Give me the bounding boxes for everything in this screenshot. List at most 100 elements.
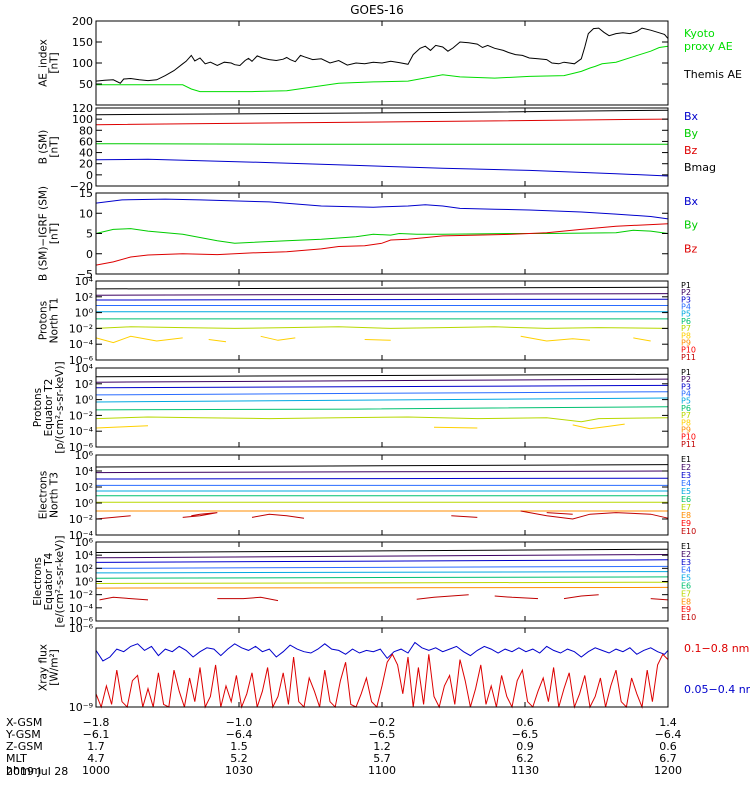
- y-tick-label-electrons-t4-0: 10⁶: [75, 536, 94, 549]
- y-tick-label-electrons-t3-1: 10⁴: [75, 465, 94, 478]
- y-axis-label-electrons-t4-2: [e/(cm²-s-sr-keV)]: [54, 536, 66, 628]
- series-line-protons-t2-9: [573, 424, 625, 429]
- y-tick-label-protons-t1-3: 10⁻²: [69, 322, 93, 335]
- legend-entry-bsm-1: By: [684, 127, 699, 140]
- legend-entry-ae-2: Themis AE: [683, 68, 742, 81]
- legend-entry-xray-1: 0.05−0.4 nm: [684, 683, 750, 696]
- legend-entry-xray-0: 0.1−0.8 nm: [684, 642, 749, 655]
- series-line-electrons-t4-12: [564, 595, 599, 599]
- plot-frame-electrons-t4: [96, 542, 668, 621]
- y-tick-label-electrons-t3-3: 10⁰: [75, 497, 94, 510]
- x-tick-value-2-4: 1100: [368, 764, 396, 777]
- series-line-electrons-t4-4: [96, 572, 668, 573]
- y-tick-label-protons-t1-1: 10²: [75, 291, 93, 304]
- legend-xray: 0.1−0.8 nm 0.05−0.4 nm: [684, 642, 750, 696]
- series-line-electrons-t3-0: [96, 465, 668, 467]
- series-line-ae-1: [96, 46, 668, 91]
- y-axis-label-bsm-igrf-1: [nT]: [49, 223, 61, 244]
- y-tick-label-bsm-2: 20: [79, 158, 93, 171]
- series-line-protons-t2-0: [96, 374, 668, 376]
- y-tick-label-bsm-igrf-4: 15: [79, 187, 93, 200]
- series-line-protons-t1-8: [209, 340, 226, 342]
- series-line-electrons-t4-13: [651, 599, 668, 600]
- x-tick-value-3-4: 1130: [511, 764, 539, 777]
- series-line-electrons-t4-7: [96, 587, 668, 588]
- y-axis-label-bsm-1: [nT]: [49, 136, 61, 157]
- date-label: 2019 Jul 28: [6, 765, 68, 778]
- series-line-protons-t1-12: [633, 338, 650, 341]
- series-line-electrons-t4-11: [495, 596, 538, 599]
- legend-entry-bsm-0: Bx: [684, 110, 699, 123]
- y-tick-label-ae-2: 150: [72, 36, 93, 49]
- series-line-electrons-t3-10: [252, 514, 304, 518]
- legend-entry-electrons-t4-9: E10: [681, 613, 696, 622]
- y-tick-label-bsm-6: 100: [72, 113, 93, 126]
- y-tick-label-electrons-t4-5: 10⁻⁴: [69, 602, 94, 615]
- y-tick-label-bsm-4: 60: [79, 135, 93, 148]
- y-tick-label-protons-t1-2: 10⁰: [75, 307, 94, 320]
- y-tick-label-protons-t1-0: 10⁴: [75, 275, 94, 288]
- y-axis-label-protons-t1-1: North T1: [49, 298, 61, 344]
- y-tick-label-ae-0: 50: [79, 78, 93, 91]
- y-axis-label-protons-t2-2: [p/(cm²-s-sr-keV)]: [54, 361, 66, 453]
- series-line-protons-t1-6: [96, 327, 668, 329]
- series-line-electrons-t4-2: [96, 560, 668, 563]
- y-tick-label-xray-1: 10⁻⁹: [69, 701, 93, 714]
- y-tick-label-electrons-t3-0: 10⁶: [75, 449, 94, 462]
- series-line-electrons-t4-0: [96, 549, 668, 552]
- y-tick-label-electrons-t3-2: 10²: [75, 481, 93, 494]
- y-tick-label-protons-t2-3: 10⁻²: [69, 409, 93, 422]
- series-line-protons-t2-4: [96, 398, 668, 402]
- series-line-xray-1: [96, 654, 668, 707]
- legend-entry-bsm-3: Bmag: [684, 161, 716, 174]
- series-line-protons-t2-5: [96, 407, 668, 410]
- y-tick-label-electrons-t4-1: 10⁴: [75, 549, 94, 562]
- plot-frame-xray: [96, 628, 668, 707]
- y-tick-label-protons-t2-1: 10²: [75, 378, 93, 391]
- series-line-electrons-t4-10: [417, 595, 469, 600]
- plot-frame-protons-t1: [96, 281, 668, 360]
- series-line-bsm-igrf-0: [96, 199, 668, 219]
- legend-entry-protons-t2-10: P11: [681, 440, 696, 449]
- y-tick-label-protons-t1-4: 10⁻⁴: [69, 338, 94, 351]
- legend-entry-bsm-2: Bz: [684, 144, 698, 157]
- series-line-protons-t2-8: [434, 427, 477, 428]
- x-tick-value-0-4: 1000: [82, 764, 110, 777]
- legend-entry-bsm-igrf-1: By: [684, 219, 699, 232]
- series-line-electrons-t3-13: [547, 513, 573, 515]
- series-line-protons-t2-2: [96, 385, 668, 387]
- series-line-protons-t1-10: [365, 340, 391, 341]
- series-line-protons-t1-2: [96, 299, 668, 300]
- series-line-electrons-t4-3: [96, 566, 668, 568]
- series-line-protons-t1-7: [96, 336, 183, 342]
- y-tick-label-ae-3: 200: [72, 15, 93, 28]
- series-line-electrons-t4-8: [100, 597, 149, 600]
- legend-entry-protons-t1-10: P11: [681, 353, 696, 362]
- series-line-electrons-t3-12: [521, 511, 668, 519]
- y-tick-label-bsm-3: 40: [79, 147, 93, 160]
- series-line-ae-0: [96, 28, 668, 83]
- series-line-electrons-t3-11: [451, 516, 477, 518]
- y-tick-label-bsm-igrf-3: 10: [79, 207, 93, 220]
- y-tick-label-protons-t2-2: 10⁰: [75, 394, 94, 407]
- y-axis-label-xray-1: [W/m²]: [49, 649, 61, 686]
- series-line-electrons-t3-9: [183, 513, 218, 518]
- series-line-bsm-3: [96, 159, 668, 176]
- legend-entry-bsm-igrf-0: Bx: [684, 195, 699, 208]
- y-tick-label-electrons-t4-2: 10²: [75, 562, 93, 575]
- y-tick-label-xray-0: 10⁻⁶: [69, 622, 94, 635]
- series-line-protons-t2-3: [96, 392, 668, 395]
- y-tick-label-electrons-t4-3: 10⁰: [75, 576, 94, 589]
